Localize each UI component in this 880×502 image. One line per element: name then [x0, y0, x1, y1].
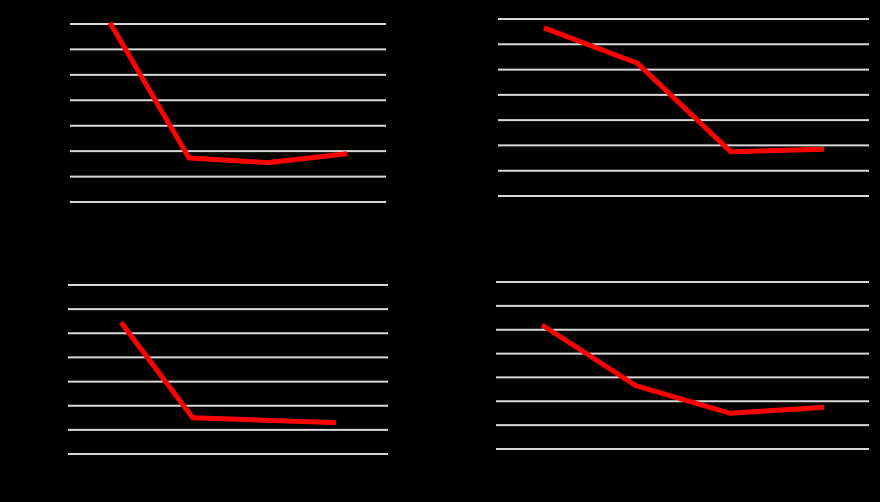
chart-top-right-svg — [498, 18, 869, 197]
chart-bottom-left-svg — [68, 284, 388, 455]
series-line — [119, 320, 337, 426]
series-line — [543, 25, 825, 155]
chart-top-left — [0, 0, 440, 251]
series-line — [107, 21, 348, 166]
chart-bottom-left — [0, 251, 440, 502]
chart-top-right — [440, 0, 880, 251]
chart-top-left-svg — [70, 21, 386, 203]
chart-bottom-right — [440, 251, 880, 502]
series-line — [540, 322, 825, 416]
chart-bottom-right-svg — [496, 281, 869, 450]
